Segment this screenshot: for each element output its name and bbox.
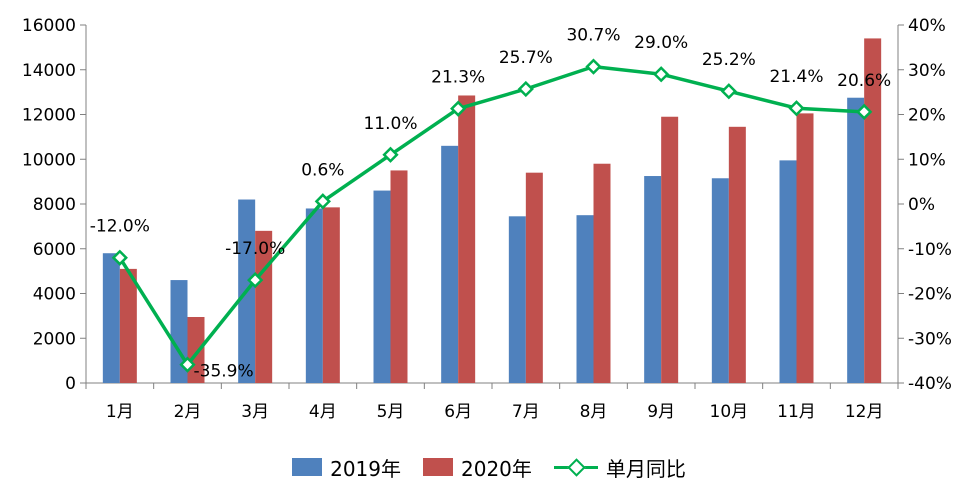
data-label-yoy: 21.4% — [769, 67, 823, 87]
bar-2020 — [525, 172, 543, 383]
data-label-yoy: -17.0% — [225, 239, 285, 259]
bar-2020 — [255, 230, 273, 383]
data-label-yoy: 29.0% — [634, 33, 688, 53]
bar-2019 — [508, 216, 526, 383]
left-y-tick-label: 0 — [65, 374, 76, 394]
right-y-tick-label: 30% — [908, 61, 946, 81]
x-tick-label: 6月 — [444, 402, 472, 422]
right-y-tick-label: 10% — [908, 150, 946, 170]
x-tick-label: 7月 — [512, 402, 540, 422]
line-point-yoy — [788, 100, 805, 117]
x-tick-label: 3月 — [241, 402, 269, 422]
line-point-yoy — [856, 103, 873, 120]
bar-2020 — [796, 113, 814, 383]
legend-label-2019: 2019年 — [330, 456, 401, 481]
data-label-yoy: 30.7% — [566, 26, 620, 46]
legend-swatch-yoy — [553, 458, 598, 477]
bar-2019 — [644, 176, 662, 383]
legend-item-2020: 2020年 — [423, 453, 532, 482]
data-label-yoy: 25.2% — [702, 50, 756, 70]
line-point-yoy — [247, 271, 264, 289]
chart-legend: 2019年 2020年 单月同比 — [0, 450, 978, 484]
data-label-yoy: 11.0% — [363, 114, 417, 134]
left-y-tick-label: 16000 — [22, 16, 76, 36]
right-y-tick-label: -30% — [908, 329, 952, 349]
bar-2019 — [373, 190, 391, 383]
x-tick-label: 9月 — [647, 402, 675, 422]
line-yoy — [118, 64, 865, 367]
bar-2019 — [779, 160, 797, 383]
left-y-tick-label: 8000 — [33, 195, 76, 215]
legend-diamond-marker — [567, 458, 586, 477]
line-point-yoy — [382, 146, 399, 163]
left-y-tick-label: 6000 — [33, 240, 76, 260]
bar-2019 — [576, 215, 594, 383]
combo-chart: 0 2000 4000 6000 8000 10000 12000 14000 16000 -40… — [22, 16, 952, 422]
legend-item-yoy: 单月同比 — [553, 453, 686, 482]
data-label-yoy: -35.9% — [194, 362, 254, 382]
x-tick-label: 8月 — [580, 402, 608, 422]
line-point-yoy — [653, 66, 670, 83]
left-y-tick-label: 10000 — [22, 150, 76, 170]
line-point-yoy — [720, 83, 737, 100]
bar-2020 — [458, 95, 476, 383]
left-y-tick-label: 2000 — [33, 329, 76, 349]
legend-label-yoy: 单月同比 — [605, 456, 686, 481]
data-label-yoy: 25.7% — [499, 48, 553, 68]
bar-2020 — [390, 170, 408, 383]
right-y-tick-label: 40% — [908, 16, 946, 36]
right-y-tick-label: -20% — [908, 285, 952, 305]
legend-item-2019: 2019年 — [292, 453, 401, 482]
x-tick-label: 2月 — [174, 402, 202, 422]
data-label-yoy: -12.0% — [90, 217, 150, 237]
data-label-yoy: 0.6% — [301, 160, 344, 180]
x-tick-label: 12月 — [845, 402, 884, 422]
legend-label-2020: 2020年 — [461, 456, 532, 481]
left-y-tick-label: 4000 — [33, 285, 76, 305]
x-tick-label: 4月 — [309, 402, 337, 422]
legend-swatch-2020 — [423, 458, 453, 476]
x-tick-label: 1月 — [106, 402, 134, 422]
data-label-yoy: 21.3% — [431, 68, 485, 88]
right-y-tick-label: -10% — [908, 240, 952, 260]
bar-2020 — [661, 116, 679, 384]
bar-2019 — [441, 145, 459, 383]
right-y-tick-label: 0% — [908, 195, 935, 215]
data-label-yoy: 20.6% — [837, 71, 891, 91]
x-tick-label: 5月 — [377, 402, 405, 422]
line-point-yoy — [517, 80, 534, 98]
right-y-tick-label: -40% — [908, 374, 952, 394]
bar-2020 — [864, 38, 882, 384]
x-tick-label: 11月 — [777, 402, 816, 422]
bar-2020 — [593, 163, 611, 383]
bar-2019 — [711, 178, 729, 383]
line-point-yoy — [314, 193, 331, 210]
left-y-tick-label: 12000 — [22, 106, 76, 126]
line-point-yoy — [585, 58, 602, 75]
bar-2020 — [728, 126, 746, 384]
right-y-tick-label: 20% — [908, 106, 946, 126]
bar-2019 — [847, 97, 865, 383]
legend-swatch-2019 — [292, 458, 323, 476]
left-y-tick-label: 14000 — [22, 61, 76, 81]
bar-2020 — [119, 268, 137, 383]
x-tick-label: 10月 — [710, 402, 749, 422]
line-point-yoy — [450, 100, 467, 117]
line-point-yoy — [179, 356, 196, 373]
bar-2020 — [322, 207, 340, 383]
line-point-yoy — [111, 249, 128, 266]
bar-2019 — [305, 208, 323, 383]
bar-2019 — [102, 253, 120, 383]
